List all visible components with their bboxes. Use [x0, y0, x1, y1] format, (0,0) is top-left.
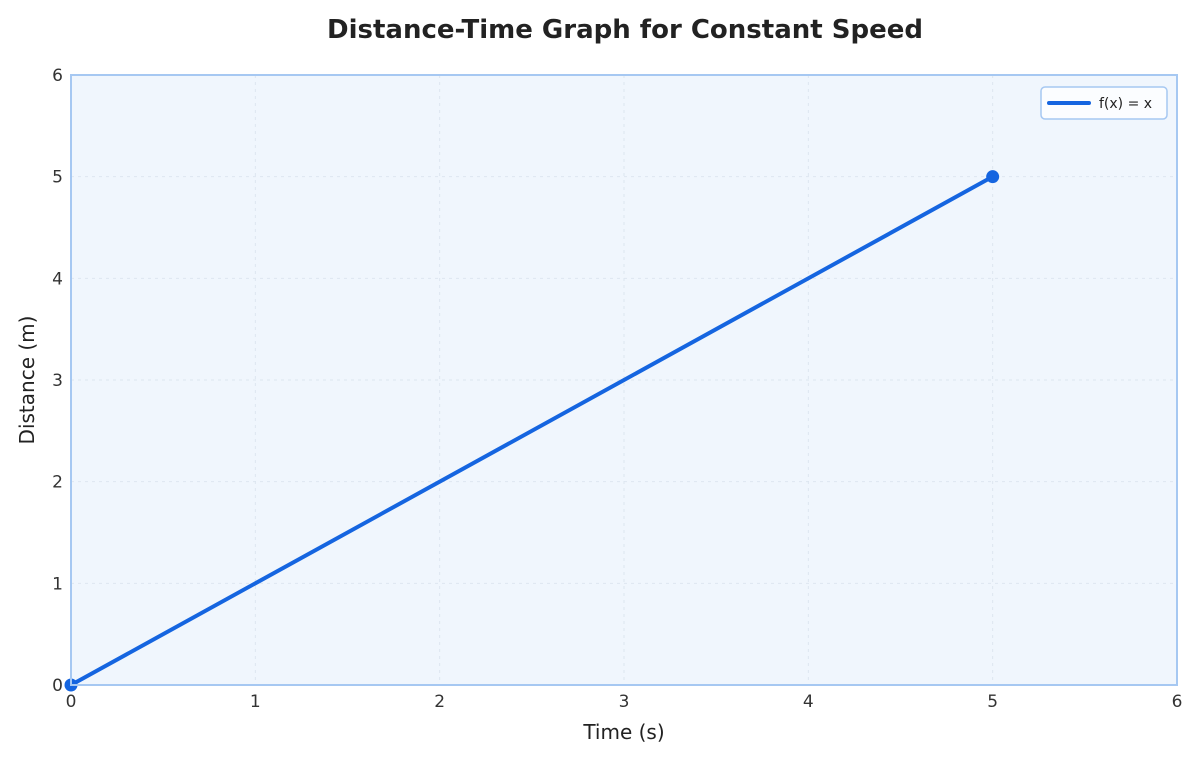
y-tick-label: 2	[52, 473, 63, 493]
legend-label: f(x) = x	[1099, 96, 1152, 112]
y-tick-label: 0	[52, 676, 63, 696]
x-axis-ticks: 0 1 2 3 4 5 6	[66, 692, 1183, 712]
x-tick-label: 5	[987, 692, 998, 712]
legend: f(x) = x	[1040, 86, 1168, 120]
data-point	[986, 170, 1000, 184]
y-tick-label: 5	[52, 168, 63, 188]
chart-title: Distance-Time Graph for Constant Speed	[327, 15, 923, 45]
x-tick-label: 0	[66, 692, 77, 712]
series-layer	[64, 170, 1000, 692]
x-tick-label: 4	[803, 692, 814, 712]
x-tick-label: 3	[619, 692, 630, 712]
y-tick-label: 1	[52, 574, 63, 594]
y-tick-label: 4	[52, 269, 63, 289]
x-axis-label: Time (s)	[582, 720, 664, 744]
x-tick-label: 6	[1172, 692, 1183, 712]
series-line	[69, 174, 995, 687]
y-tick-label: 3	[52, 371, 63, 391]
y-tick-label: 6	[52, 66, 63, 86]
plot-border	[70, 74, 1178, 686]
x-tick-label: 2	[434, 692, 445, 712]
y-axis-ticks: 0 1 2 3 4 5 6	[52, 66, 63, 696]
x-tick-label: 1	[250, 692, 261, 712]
y-axis-label: Distance (m)	[15, 316, 39, 445]
legend-box	[1040, 86, 1168, 120]
